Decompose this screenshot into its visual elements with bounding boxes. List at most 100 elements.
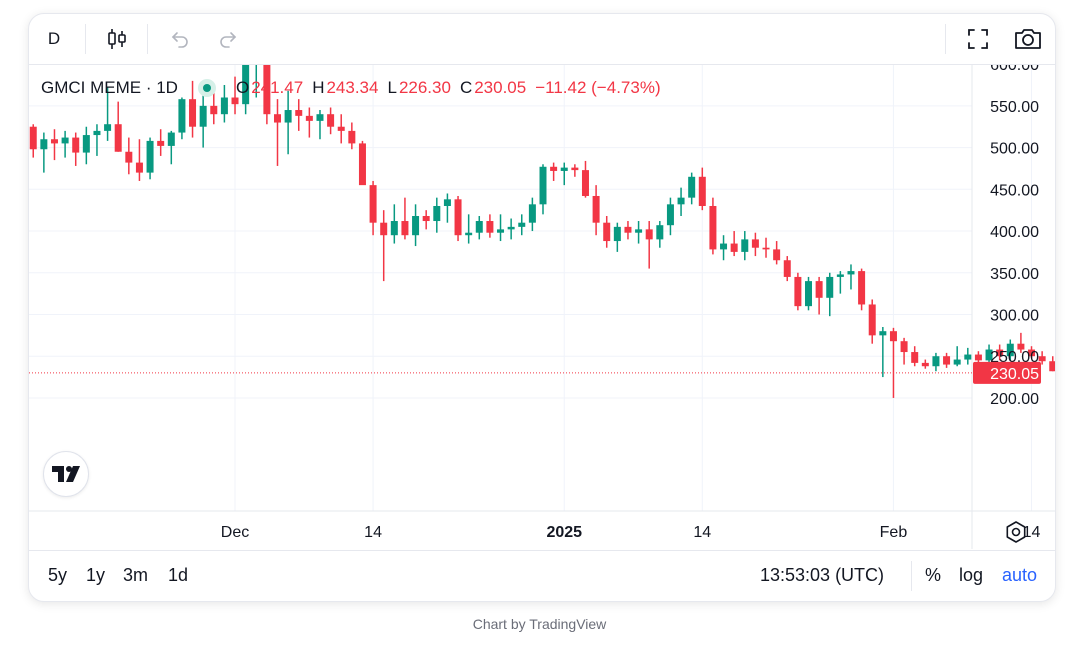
symbol-title[interactable]: GMCI MEME · 1D	[41, 78, 178, 97]
candle-body	[730, 243, 738, 252]
y-tick-label: 600.00	[990, 65, 1039, 74]
candle-body	[358, 143, 366, 186]
candle-body	[720, 243, 728, 250]
candle-body	[889, 331, 897, 342]
range-5y-button[interactable]: 5y	[48, 565, 68, 585]
candle-body	[879, 331, 887, 336]
tradingview-logo-icon[interactable]	[43, 451, 89, 497]
redo-icon[interactable]	[215, 23, 243, 55]
candle-body	[645, 229, 653, 240]
camera-icon[interactable]	[1011, 23, 1045, 55]
candle-body	[921, 362, 929, 367]
x-tick-label: Dec	[221, 524, 249, 541]
y-tick-label: 400.00	[990, 224, 1039, 241]
interval-button[interactable]: D	[47, 29, 61, 48]
change-value: −11.42 (−4.73%)	[535, 78, 661, 97]
settings-gear-icon[interactable]	[1006, 521, 1026, 543]
x-tick-label: 14	[1023, 524, 1041, 541]
y-tick-label: 550.00	[990, 99, 1039, 116]
candle-body	[581, 170, 589, 196]
candle-body	[40, 139, 48, 150]
open-label: O	[235, 78, 250, 97]
price-chart[interactable]: 650.00600.00550.00500.00450.00400.00350.…	[29, 65, 1055, 549]
range-3m-button[interactable]: 3m	[123, 565, 149, 585]
candle-body	[210, 105, 218, 115]
chart-widget: D 650	[28, 13, 1056, 602]
candle-body	[231, 97, 239, 105]
candle-body	[125, 151, 133, 163]
ohlc-legend: GMCI MEME · 1D O 241.47 H 243.34 L 226.30 C…	[41, 75, 670, 101]
candle-body	[571, 167, 579, 171]
candle-body	[985, 349, 993, 361]
candle-body	[1049, 361, 1055, 372]
toolbar-divider	[147, 24, 148, 54]
candle-body	[783, 260, 791, 277]
log-toggle[interactable]: log	[959, 565, 984, 585]
candle-body	[751, 239, 759, 248]
candle-body	[486, 221, 494, 233]
candle-body	[199, 105, 207, 127]
range-1y-button[interactable]: 1y	[86, 565, 106, 585]
candle-body	[274, 114, 281, 123]
candle-body	[741, 239, 749, 252]
candle-body	[443, 199, 451, 206]
bottom-toolbar: 5y 1y 3m 1d 13:53:03 (UTC) % log auto	[29, 550, 1055, 601]
auto-toggle[interactable]: auto	[1002, 565, 1038, 585]
high-label: H	[312, 78, 325, 97]
candle-body	[284, 110, 292, 123]
undo-icon[interactable]	[165, 23, 193, 55]
candle-body	[1006, 343, 1014, 357]
open-value: 241.47	[251, 78, 304, 97]
candle-body	[189, 99, 197, 127]
percent-toggle[interactable]: %	[925, 565, 942, 585]
y-tick-label: 500.00	[990, 141, 1039, 158]
fullscreen-icon[interactable]	[963, 23, 993, 55]
candle-body	[1028, 349, 1036, 357]
candle-body	[337, 126, 345, 131]
close-label: C	[459, 78, 473, 97]
candle-body	[61, 137, 69, 144]
candle-body	[996, 349, 1004, 357]
top-toolbar: D	[29, 14, 1055, 65]
candle-body	[104, 124, 112, 131]
candle-body	[433, 205, 441, 222]
candle-body	[475, 221, 483, 233]
gear-center	[1011, 527, 1021, 537]
range-1d-button[interactable]: 1d	[168, 565, 189, 585]
candle-body	[560, 167, 568, 171]
candle-body	[348, 130, 356, 144]
candle-body	[943, 356, 951, 365]
utc-clock[interactable]: 13:53:03 (UTC)	[760, 565, 885, 585]
candle-body	[666, 204, 674, 226]
chart-attribution[interactable]: Chart by TradingView	[472, 616, 607, 632]
candle-body	[82, 135, 90, 153]
candle-body	[146, 140, 154, 173]
candle-body	[135, 162, 143, 173]
candle-body	[369, 185, 377, 223]
candle-body	[220, 97, 228, 115]
candle-body	[603, 222, 611, 242]
candle-body	[295, 110, 303, 116]
candle-body	[380, 222, 388, 236]
x-tick-label: 14	[364, 524, 382, 541]
y-tick-label: 200.00	[990, 391, 1039, 408]
candle-body	[688, 176, 696, 198]
candle-body	[836, 274, 844, 277]
candle-body	[327, 114, 335, 127]
candle-body	[263, 65, 271, 115]
candle-body	[401, 221, 409, 236]
x-tick-label: Feb	[880, 524, 908, 541]
candle-body	[539, 166, 547, 205]
candle-body	[592, 195, 600, 223]
candles-icon[interactable]	[102, 23, 132, 55]
candle-body	[72, 137, 80, 153]
candles-group	[29, 65, 1055, 398]
low-label: L	[387, 78, 397, 97]
candle-body	[550, 166, 558, 171]
bottom-divider	[911, 561, 912, 591]
candle-body	[805, 281, 812, 307]
x-tick-label: 14	[693, 524, 711, 541]
candle-body	[635, 229, 643, 233]
candle-body	[826, 276, 834, 298]
candle-body	[953, 359, 961, 365]
